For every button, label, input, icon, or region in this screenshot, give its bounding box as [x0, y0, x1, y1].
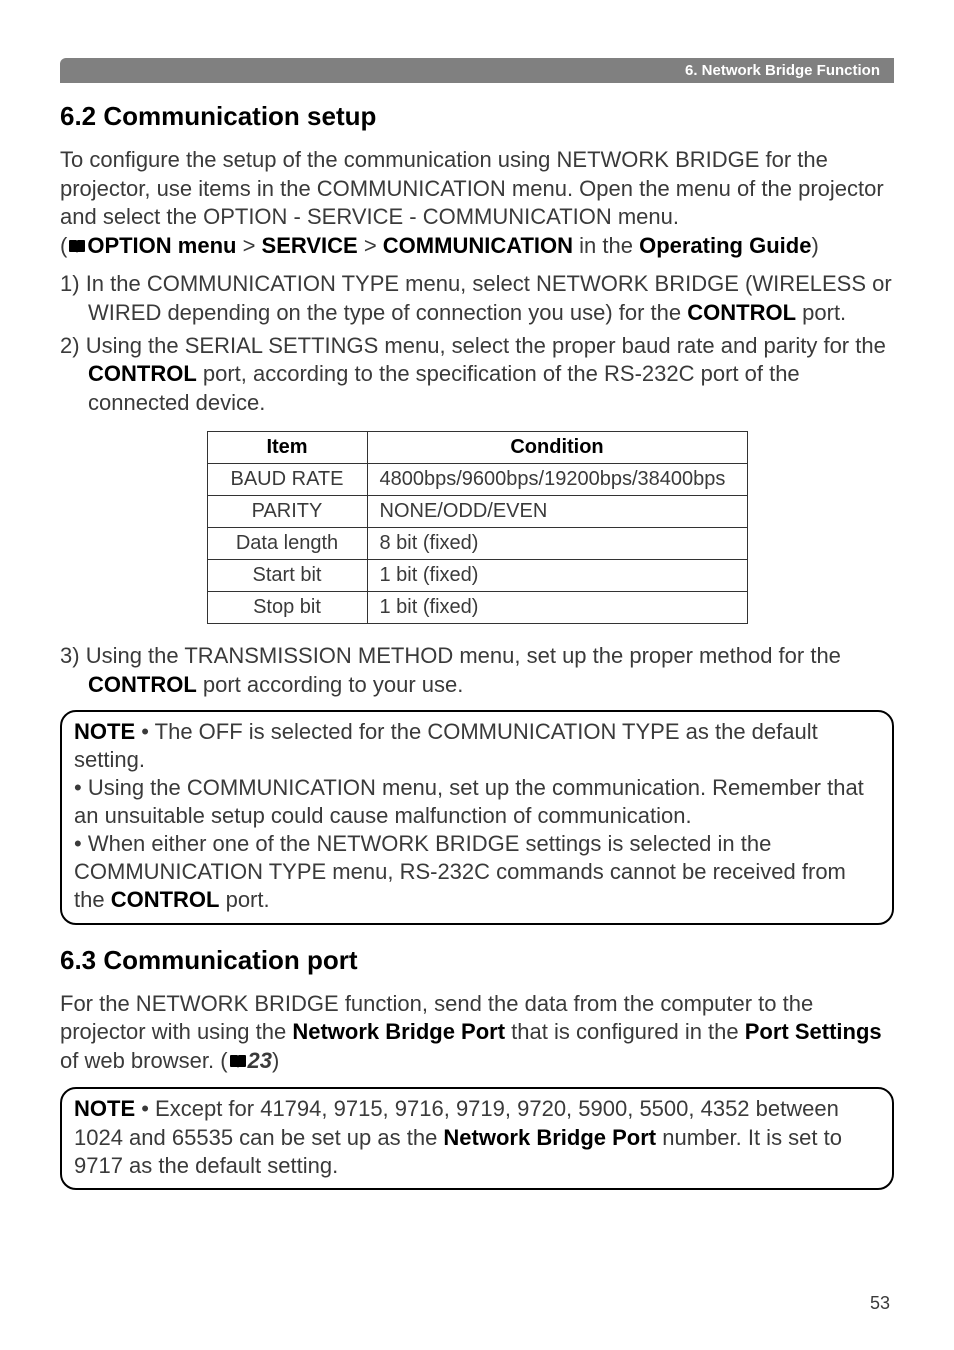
note-box-2: NOTE • Except for 41794, 9715, 9716, 971…: [60, 1087, 894, 1189]
intro-text: of web browser. (: [60, 1048, 228, 1073]
spec-table: Item Condition BAUD RATE 4800bps/9600bps…: [207, 431, 748, 624]
note-label: NOTE: [74, 719, 135, 744]
option-menu-label: OPTION menu: [87, 233, 236, 258]
list-item-1: 1) In the COMMUNICATION TYPE menu, selec…: [60, 270, 894, 327]
intro-text: To configure the setup of the communicat…: [60, 147, 884, 229]
table-cell-condition: NONE/ODD/EVEN: [367, 496, 747, 528]
table-cell-item: PARITY: [207, 496, 367, 528]
table-cell-item: Data length: [207, 528, 367, 560]
table-cell-condition: 8 bit (fixed): [367, 528, 747, 560]
table-row: Start bit 1 bit (fixed): [207, 560, 747, 592]
header-breadcrumb: 6. Network Bridge Function: [60, 58, 894, 83]
port-settings-label: Port Settings: [745, 1019, 882, 1044]
table-cell-item: Start bit: [207, 560, 367, 592]
control-label: CONTROL: [111, 887, 220, 912]
note-box-1: NOTE • The OFF is selected for the COMMU…: [60, 710, 894, 925]
table-header-condition: Condition: [367, 432, 747, 464]
table-cell-condition: 1 bit (fixed): [367, 592, 747, 624]
list-item-2: 2) Using the SERIAL SETTINGS menu, selec…: [60, 332, 894, 418]
table-cell-item: Stop bit: [207, 592, 367, 624]
note-text: • The OFF is selected for the COMMUNICAT…: [74, 719, 818, 772]
network-bridge-port-label: Network Bridge Port: [292, 1019, 505, 1044]
paren-open: (: [60, 233, 67, 258]
communication-label: COMMUNICATION: [383, 233, 573, 258]
network-bridge-port-label: Network Bridge Port: [443, 1125, 656, 1150]
table-cell-condition: 1 bit (fixed): [367, 560, 747, 592]
separator: >: [236, 233, 261, 258]
in-the-text: in the: [573, 233, 639, 258]
paren-close: ): [811, 233, 818, 258]
section-6-3-title: 6.3 Communication port: [60, 945, 894, 976]
control-label: CONTROL: [88, 361, 197, 386]
table-header-row: Item Condition: [207, 432, 747, 464]
item-number: 3): [60, 643, 86, 668]
item-text: port according to your use.: [197, 672, 464, 697]
operating-guide-label: Operating Guide: [639, 233, 811, 258]
note-text: port.: [219, 887, 269, 912]
book-icon: [228, 1049, 248, 1078]
intro-text: that is configured in the: [505, 1019, 745, 1044]
section-6-3-intro: For the NETWORK BRIDGE function, send th…: [60, 990, 894, 1078]
section-6-2-title: 6.2 Communication setup: [60, 101, 894, 132]
item-number: 2): [60, 333, 86, 358]
section-6-2-intro: To configure the setup of the communicat…: [60, 146, 894, 262]
item-text: port.: [796, 300, 846, 325]
list-item-3: 3) Using the TRANSMISSION METHOD menu, s…: [60, 642, 894, 699]
table-row: BAUD RATE 4800bps/9600bps/19200bps/38400…: [207, 464, 747, 496]
page-ref: 23: [248, 1048, 272, 1073]
intro-text: ): [272, 1048, 279, 1073]
service-label: SERVICE: [262, 233, 358, 258]
item-text: Using the TRANSMISSION METHOD menu, set …: [86, 643, 841, 668]
table-cell-item: BAUD RATE: [207, 464, 367, 496]
table-row: Stop bit 1 bit (fixed): [207, 592, 747, 624]
control-label: CONTROL: [687, 300, 796, 325]
table-cell-condition: 4800bps/9600bps/19200bps/38400bps: [367, 464, 747, 496]
item-text: Using the SERIAL SETTINGS menu, select t…: [86, 333, 886, 358]
table-row: PARITY NONE/ODD/EVEN: [207, 496, 747, 528]
control-label: CONTROL: [88, 672, 197, 697]
table-header-item: Item: [207, 432, 367, 464]
note-text: • Using the COMMUNICATION menu, set up t…: [74, 775, 864, 828]
book-icon: [67, 234, 87, 263]
item-number: 1): [60, 271, 86, 296]
separator: >: [358, 233, 383, 258]
table-row: Data length 8 bit (fixed): [207, 528, 747, 560]
note-label: NOTE: [74, 1096, 135, 1121]
page-number: 53: [870, 1293, 890, 1314]
